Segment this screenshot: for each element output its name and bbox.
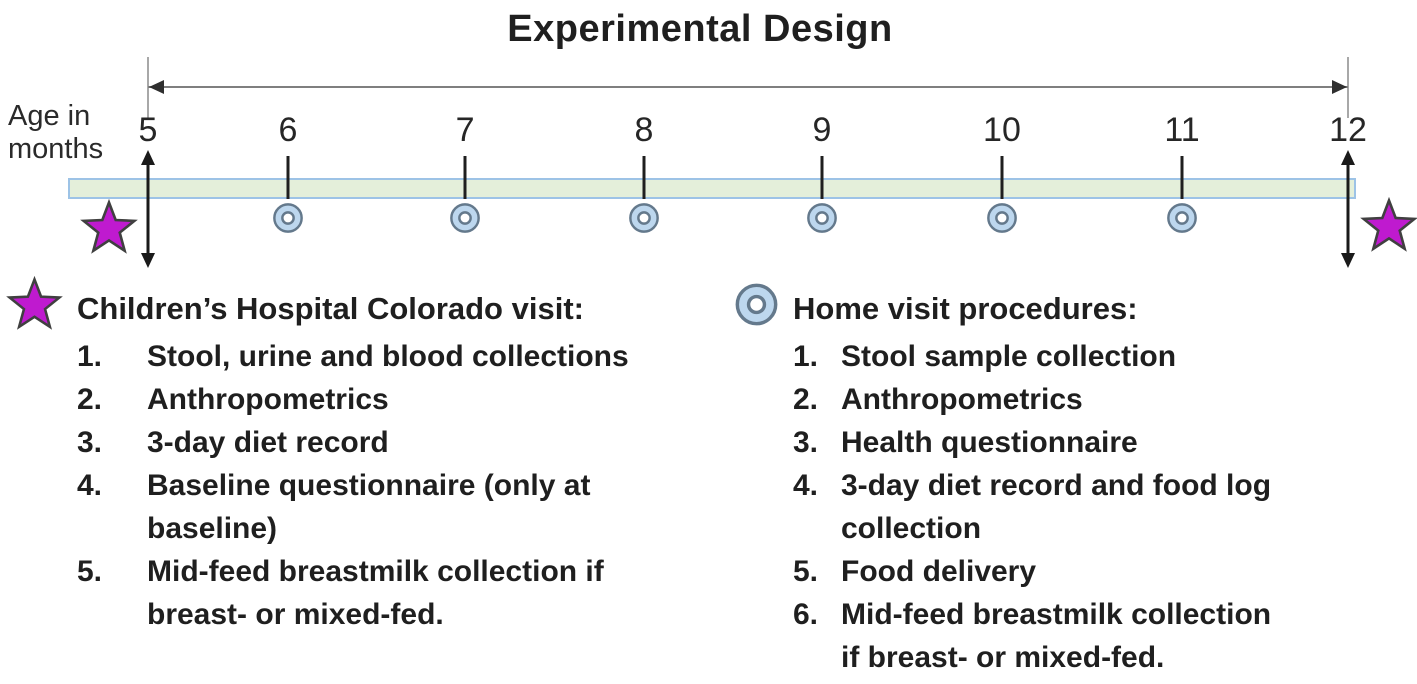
timeline-bar: [68, 178, 1357, 199]
legend-home: Home visit procedures: 1. Stool sample co…: [793, 287, 1411, 679]
list-item-text: Food delivery: [841, 555, 1037, 588]
span-arrow-line: [147, 86, 1348, 88]
figure-title: Experimental Design: [507, 8, 893, 50]
month-label-12: 12: [1329, 111, 1367, 149]
list-item-number: 6.: [793, 598, 819, 631]
legend-home-title: Home visit procedures:: [793, 291, 1138, 326]
age-axis-label: Age in months: [8, 100, 104, 165]
list-item: 5. Mid-feed breastmilk collection if brea…: [77, 550, 725, 636]
month-tick: [820, 156, 824, 199]
home-visit-icon: [1166, 202, 1198, 234]
list-item-text: Stool, urine and blood collections: [147, 340, 629, 373]
month-label-5: 5: [138, 111, 158, 149]
list-item: 4. 3-day diet record and food log collect…: [793, 464, 1411, 550]
list-item-number: 1.: [793, 340, 819, 373]
list-item: 3. Health questionnaire: [793, 421, 1411, 464]
month-label-6: 6: [278, 111, 298, 149]
home-visit-icon: [628, 202, 660, 234]
home-visit-icon: [806, 202, 838, 234]
list-item-text: 3-day diet record and food log collectio…: [841, 469, 1272, 545]
span-guide-end: [1346, 57, 1349, 118]
list-item-text: Mid-feed breastmilk collection if breast…: [841, 598, 1272, 674]
list-item: 5. Food delivery: [793, 550, 1411, 593]
legend-hospital-list: 1. Stool, urine and blood collections 2. An…: [77, 335, 725, 636]
legend-hospital: Children’s Hospital Colorado visit: 1. St…: [77, 287, 725, 636]
month-label-9: 9: [812, 111, 832, 149]
month-label-11: 11: [1164, 111, 1200, 149]
list-item-number: 4.: [77, 469, 103, 502]
list-item-number: 1.: [77, 340, 103, 373]
list-item-number: 2.: [793, 383, 819, 416]
list-item: 1. Stool sample collection: [793, 335, 1411, 378]
legend-home-list: 1. Stool sample collection 2. Anthropometri…: [793, 335, 1411, 679]
month-tick: [642, 156, 646, 199]
home-visit-icon: [986, 202, 1018, 234]
hospital-star-icon: [6, 275, 63, 333]
span-arrow-right-head: [1331, 80, 1347, 94]
list-item: 2. Anthropometrics: [77, 378, 725, 421]
list-item: 2. Anthropometrics: [793, 378, 1411, 421]
hospital-visit-arrow: [1338, 150, 1358, 268]
home-visit-icon: [272, 202, 304, 234]
hospital-visit-arrow: [138, 150, 158, 268]
month-tick: [463, 156, 467, 199]
hospital-visit-star-icon: [1360, 196, 1417, 255]
list-item-text: Mid-feed breastmilk collection if breast…: [147, 555, 604, 631]
month-label-10: 10: [983, 111, 1021, 149]
list-item-text: Anthropometrics: [841, 383, 1083, 416]
month-label-8: 8: [634, 111, 654, 149]
list-item-number: 4.: [793, 469, 819, 502]
list-item: 6. Mid-feed breastmilk collection if brea…: [793, 593, 1411, 679]
list-item-text: Health questionnaire: [841, 426, 1138, 459]
list-item-text: Stool sample collection: [841, 340, 1177, 373]
month-tick: [1000, 156, 1004, 199]
hospital-visit-star-icon: [80, 198, 138, 257]
list-item-number: 5.: [793, 555, 819, 588]
span-arrow-left-head: [148, 80, 164, 94]
list-item: 4. Baseline questionnaire (only at baseli…: [77, 464, 725, 550]
legend-hospital-title: Children’s Hospital Colorado visit:: [77, 291, 584, 326]
month-tick: [1180, 156, 1184, 199]
list-item-text: 3-day diet record: [147, 426, 389, 459]
list-item-number: 5.: [77, 555, 103, 588]
month-tick: [286, 156, 290, 199]
list-item: 1. Stool, urine and blood collections: [77, 335, 725, 378]
home-visit-icon: [449, 202, 481, 234]
list-item-text: Anthropometrics: [147, 383, 389, 416]
home-circle-icon: [734, 282, 779, 327]
list-item: 3. 3-day diet record: [77, 421, 725, 464]
month-label-7: 7: [455, 111, 475, 149]
list-item-number: 2.: [77, 383, 103, 416]
list-item-number: 3.: [77, 426, 103, 459]
list-item-text: Baseline questionnaire (only at baseline…: [147, 469, 591, 545]
list-item-number: 3.: [793, 426, 819, 459]
